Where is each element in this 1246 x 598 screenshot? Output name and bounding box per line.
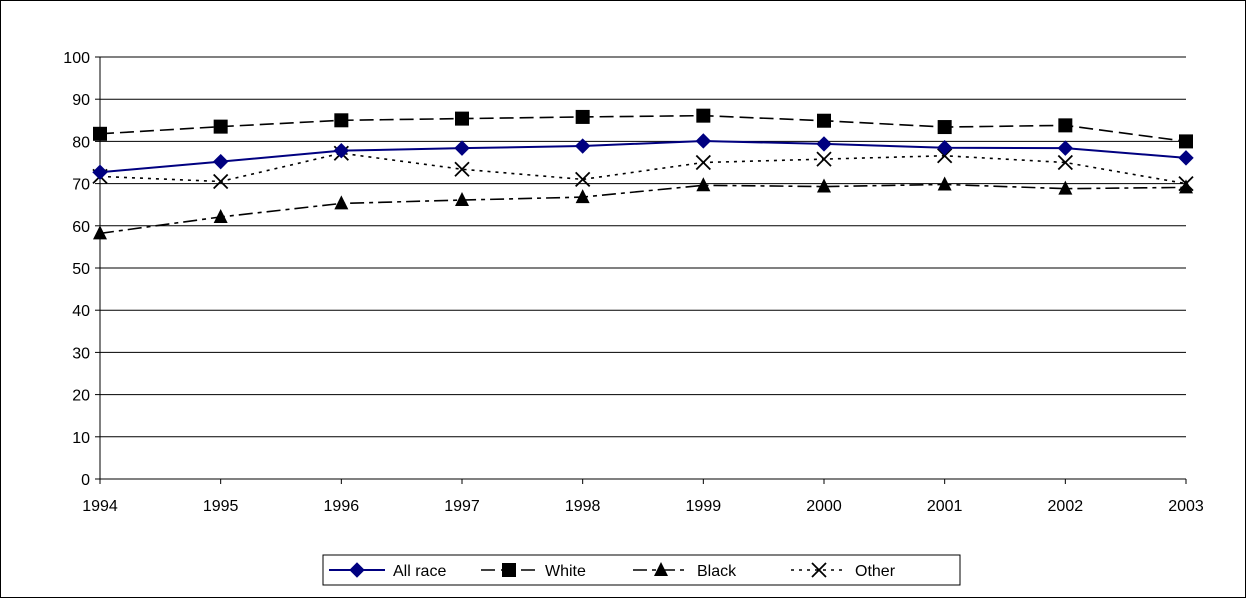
x-tick-label: 1999 [686,498,722,515]
x-marker-stroke [575,171,591,188]
data-point-white [575,109,590,124]
data-point-other [213,173,229,190]
y-tick-label: 90 [72,92,90,109]
legend: All race White Black Other [322,554,961,586]
legend-item-white: White [481,563,586,580]
data-point-black [334,195,349,210]
data-point-white [817,113,831,128]
series-all-race [92,133,1194,180]
data-point-all-race [1178,150,1194,166]
x-marker-stroke [816,151,832,167]
series-line-white [99,114,1187,143]
data-point-black [696,177,711,192]
data-point-other [575,171,591,188]
y-tick-label: 10 [72,430,90,447]
x-marker-stroke [695,154,711,171]
data-point-all-race [936,140,953,156]
y-tick-label: 100 [63,50,90,67]
data-point-all-race [212,153,229,170]
x-tick-label: 1996 [324,498,360,515]
x-tick-label: 1997 [444,498,480,515]
data-point-white [1058,118,1073,133]
x-tick-label: 2001 [927,498,963,515]
data-point-black [1179,179,1193,194]
plot-area: 0 10 20 30 40 50 60 70 80 90 100 1994 1995 1996 1997 19… [63,50,1204,515]
y-tick-label: 50 [72,261,90,278]
series-black [93,176,1193,240]
x-marker-stroke [937,148,953,164]
x-marker-stroke [811,562,827,578]
data-point-other [816,151,832,167]
y-tick-label: 30 [72,345,90,362]
legend-swatch-marker [349,562,365,578]
data-point-black [93,225,107,240]
series-line-all-race [99,139,1187,174]
data-point-all-race [92,164,108,180]
data-point-white [93,126,107,141]
x-tick-label: 2003 [1168,498,1204,515]
legend-swatch-marker [502,563,516,577]
x-marker-stroke [1057,154,1073,171]
y-tick-label: 40 [72,303,90,320]
data-point-other [1057,154,1073,171]
data-point-black [455,192,469,207]
legend-label: All race [393,563,446,580]
data-point-black [937,176,952,191]
y-tick-label: 60 [72,219,90,236]
legend-item-black: Black [633,562,737,580]
y-tick-label: 80 [72,134,90,151]
data-point-black [213,208,228,223]
data-point-other [695,154,711,171]
legend-label: Other [855,563,896,580]
series-line-black [99,183,1187,235]
data-point-other [454,161,470,177]
data-point-black [575,189,590,204]
data-point-all-race [574,138,591,154]
data-point-all-race [1057,140,1074,156]
legend-item-all-race: All race [329,562,446,580]
x-tick-label: 2000 [806,498,842,515]
series-white [93,108,1193,149]
data-point-all-race [333,142,350,159]
data-point-white [455,111,469,126]
data-point-black [1058,180,1073,195]
x-marker-stroke [454,161,470,177]
data-point-black [817,178,831,193]
legend-label: Black [697,563,737,580]
data-point-white [696,108,711,123]
x-marker-stroke [213,173,229,190]
data-point-other [937,148,953,164]
data-point-white [937,120,952,135]
x-tick-label: 1995 [203,498,239,515]
x-tick-label: 1998 [565,498,601,515]
y-tick-label: 20 [72,388,90,405]
data-point-white [213,119,228,134]
legend-item-other: Other [791,562,896,580]
legend-label: White [545,563,586,580]
data-point-all-race [816,136,832,152]
data-point-all-race [695,133,712,149]
legend-swatch-marker [654,562,668,576]
data-point-white [1179,134,1193,149]
data-point-white [334,113,349,128]
x-tick-label: 2002 [1048,498,1084,515]
y-tick-label: 70 [72,177,90,194]
y-tick-label: 0 [81,472,90,489]
legend-swatch-marker [811,562,827,578]
x-tick-label: 1994 [82,498,118,515]
data-point-all-race [454,140,470,156]
